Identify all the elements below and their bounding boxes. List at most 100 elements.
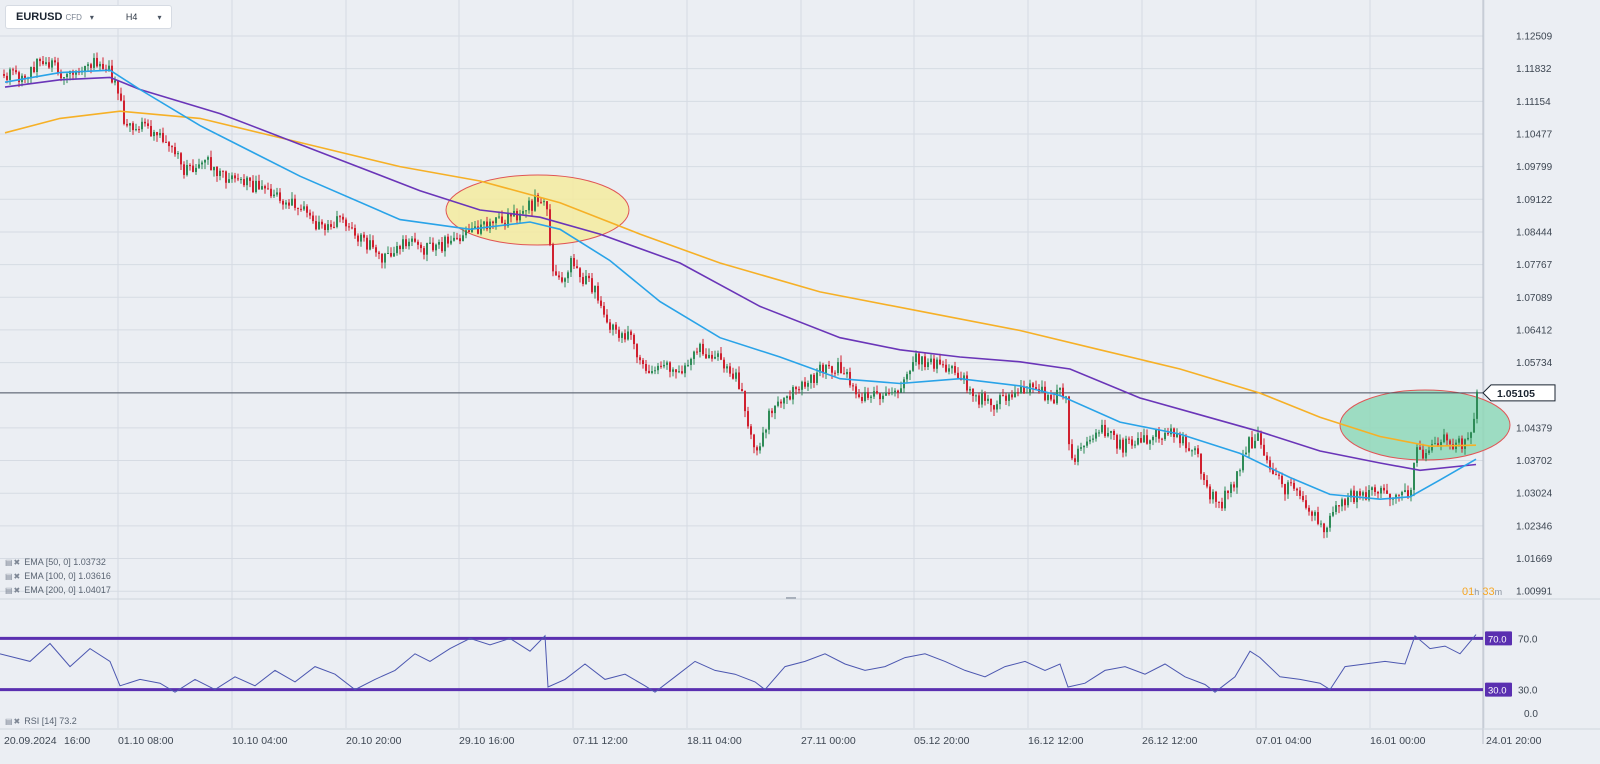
candle-down[interactable] bbox=[1377, 491, 1379, 494]
candle-up[interactable] bbox=[525, 210, 527, 212]
candle-up[interactable] bbox=[1371, 487, 1373, 491]
candle-up[interactable] bbox=[369, 240, 371, 250]
candle-down[interactable] bbox=[183, 164, 185, 175]
candle-down[interactable] bbox=[966, 375, 968, 391]
timeframe-dropdown-icon[interactable]: ▾ bbox=[157, 12, 162, 22]
candle-up[interactable] bbox=[1470, 432, 1472, 438]
candle-up[interactable] bbox=[1056, 389, 1058, 404]
candle-down[interactable] bbox=[813, 374, 815, 383]
candle-up[interactable] bbox=[327, 224, 329, 231]
candle-down[interactable] bbox=[1050, 394, 1052, 400]
candle-down[interactable] bbox=[189, 165, 191, 167]
candle-down[interactable] bbox=[270, 188, 272, 197]
candle-down[interactable] bbox=[1422, 449, 1424, 459]
candle-down[interactable] bbox=[618, 329, 620, 338]
candle-up[interactable] bbox=[1443, 434, 1445, 443]
candle-down[interactable] bbox=[501, 216, 503, 223]
candle-down[interactable] bbox=[6, 75, 8, 80]
candle-up[interactable] bbox=[1164, 432, 1166, 440]
candle-down[interactable] bbox=[3, 74, 5, 76]
candle-up[interactable] bbox=[276, 192, 278, 195]
candle-down[interactable] bbox=[516, 210, 518, 221]
candle-down[interactable] bbox=[675, 369, 677, 373]
candle-down[interactable] bbox=[558, 275, 560, 278]
candle-up[interactable] bbox=[186, 165, 188, 175]
candle-up[interactable] bbox=[1089, 439, 1091, 442]
candle-down[interactable] bbox=[879, 393, 881, 400]
candle-up[interactable] bbox=[483, 221, 485, 225]
candle-up[interactable] bbox=[1341, 499, 1343, 507]
candle-down[interactable] bbox=[156, 132, 158, 136]
candle-down[interactable] bbox=[537, 194, 539, 202]
candle-up[interactable] bbox=[195, 167, 197, 172]
highlight-ellipse-yellow[interactable] bbox=[445, 174, 630, 246]
candle-up[interactable] bbox=[1137, 438, 1139, 445]
candle-up[interactable] bbox=[1224, 490, 1226, 509]
candle-down[interactable] bbox=[669, 362, 671, 372]
candle-down[interactable] bbox=[756, 447, 758, 451]
ema100-line[interactable] bbox=[4, 76, 1477, 472]
candle-up[interactable] bbox=[273, 194, 275, 197]
candle-up[interactable] bbox=[411, 238, 413, 242]
candle-down[interactable] bbox=[957, 372, 959, 378]
candle-up[interactable] bbox=[384, 253, 386, 263]
timeframe-label[interactable]: H4 bbox=[125, 12, 138, 22]
candle-up[interactable] bbox=[522, 211, 524, 214]
candle-down[interactable] bbox=[1140, 438, 1142, 443]
candle-down[interactable] bbox=[642, 360, 644, 365]
candle-down[interactable] bbox=[1209, 486, 1211, 500]
candle-up[interactable] bbox=[708, 354, 710, 359]
candle-up[interactable] bbox=[1329, 515, 1331, 528]
candle-up[interactable] bbox=[792, 387, 794, 400]
candle-up[interactable] bbox=[1092, 438, 1094, 440]
candle-up[interactable] bbox=[1125, 438, 1127, 453]
candle-down[interactable] bbox=[1446, 434, 1448, 441]
candle-down[interactable] bbox=[831, 366, 833, 373]
candle-down[interactable] bbox=[711, 354, 713, 359]
candle-up[interactable] bbox=[303, 206, 305, 210]
candle-up[interactable] bbox=[444, 236, 446, 252]
candle-up[interactable] bbox=[1380, 487, 1382, 494]
candle-down[interactable] bbox=[984, 393, 986, 401]
candle-up[interactable] bbox=[1326, 527, 1328, 533]
candle-down[interactable] bbox=[1302, 495, 1304, 501]
candle-up[interactable] bbox=[1176, 433, 1178, 437]
candle-down[interactable] bbox=[243, 179, 245, 186]
candle-up[interactable] bbox=[864, 392, 866, 401]
candle-down[interactable] bbox=[1032, 383, 1034, 388]
candle-down[interactable] bbox=[1383, 487, 1385, 491]
candle-down[interactable] bbox=[849, 371, 851, 386]
candle-down[interactable] bbox=[876, 391, 878, 394]
candle-up[interactable] bbox=[318, 221, 320, 230]
candle-down[interactable] bbox=[468, 230, 470, 233]
candle-down[interactable] bbox=[237, 178, 239, 180]
candle-down[interactable] bbox=[1035, 387, 1037, 389]
candle-down[interactable] bbox=[591, 278, 593, 293]
symbol-dropdown-icon[interactable]: ▾ bbox=[89, 12, 94, 22]
candle-down[interactable] bbox=[1203, 473, 1205, 481]
candle-down[interactable] bbox=[1005, 395, 1007, 401]
candle-down[interactable] bbox=[639, 357, 641, 361]
candle-down[interactable] bbox=[510, 213, 512, 217]
candle-down[interactable] bbox=[1233, 484, 1235, 488]
candle-down[interactable] bbox=[1449, 440, 1451, 445]
candle-down[interactable] bbox=[606, 314, 608, 323]
candle-down[interactable] bbox=[33, 67, 35, 73]
candle-up[interactable] bbox=[1347, 497, 1349, 506]
candle-down[interactable] bbox=[111, 65, 113, 83]
candle-up[interactable] bbox=[66, 73, 68, 78]
candle-down[interactable] bbox=[372, 240, 374, 248]
candle-down[interactable] bbox=[990, 398, 992, 406]
candle-down[interactable] bbox=[309, 212, 311, 216]
candle-up[interactable] bbox=[951, 366, 953, 369]
candle-up[interactable] bbox=[87, 64, 89, 66]
candle-up[interactable] bbox=[291, 198, 293, 206]
candle-down[interactable] bbox=[1305, 500, 1307, 508]
candle-down[interactable] bbox=[1071, 444, 1073, 459]
candle-up[interactable] bbox=[900, 388, 902, 393]
candle-down[interactable] bbox=[348, 226, 350, 228]
candle-up[interactable] bbox=[453, 237, 455, 241]
candle-down[interactable] bbox=[828, 364, 830, 367]
candle-down[interactable] bbox=[1293, 482, 1295, 489]
candle-up[interactable] bbox=[810, 374, 812, 383]
